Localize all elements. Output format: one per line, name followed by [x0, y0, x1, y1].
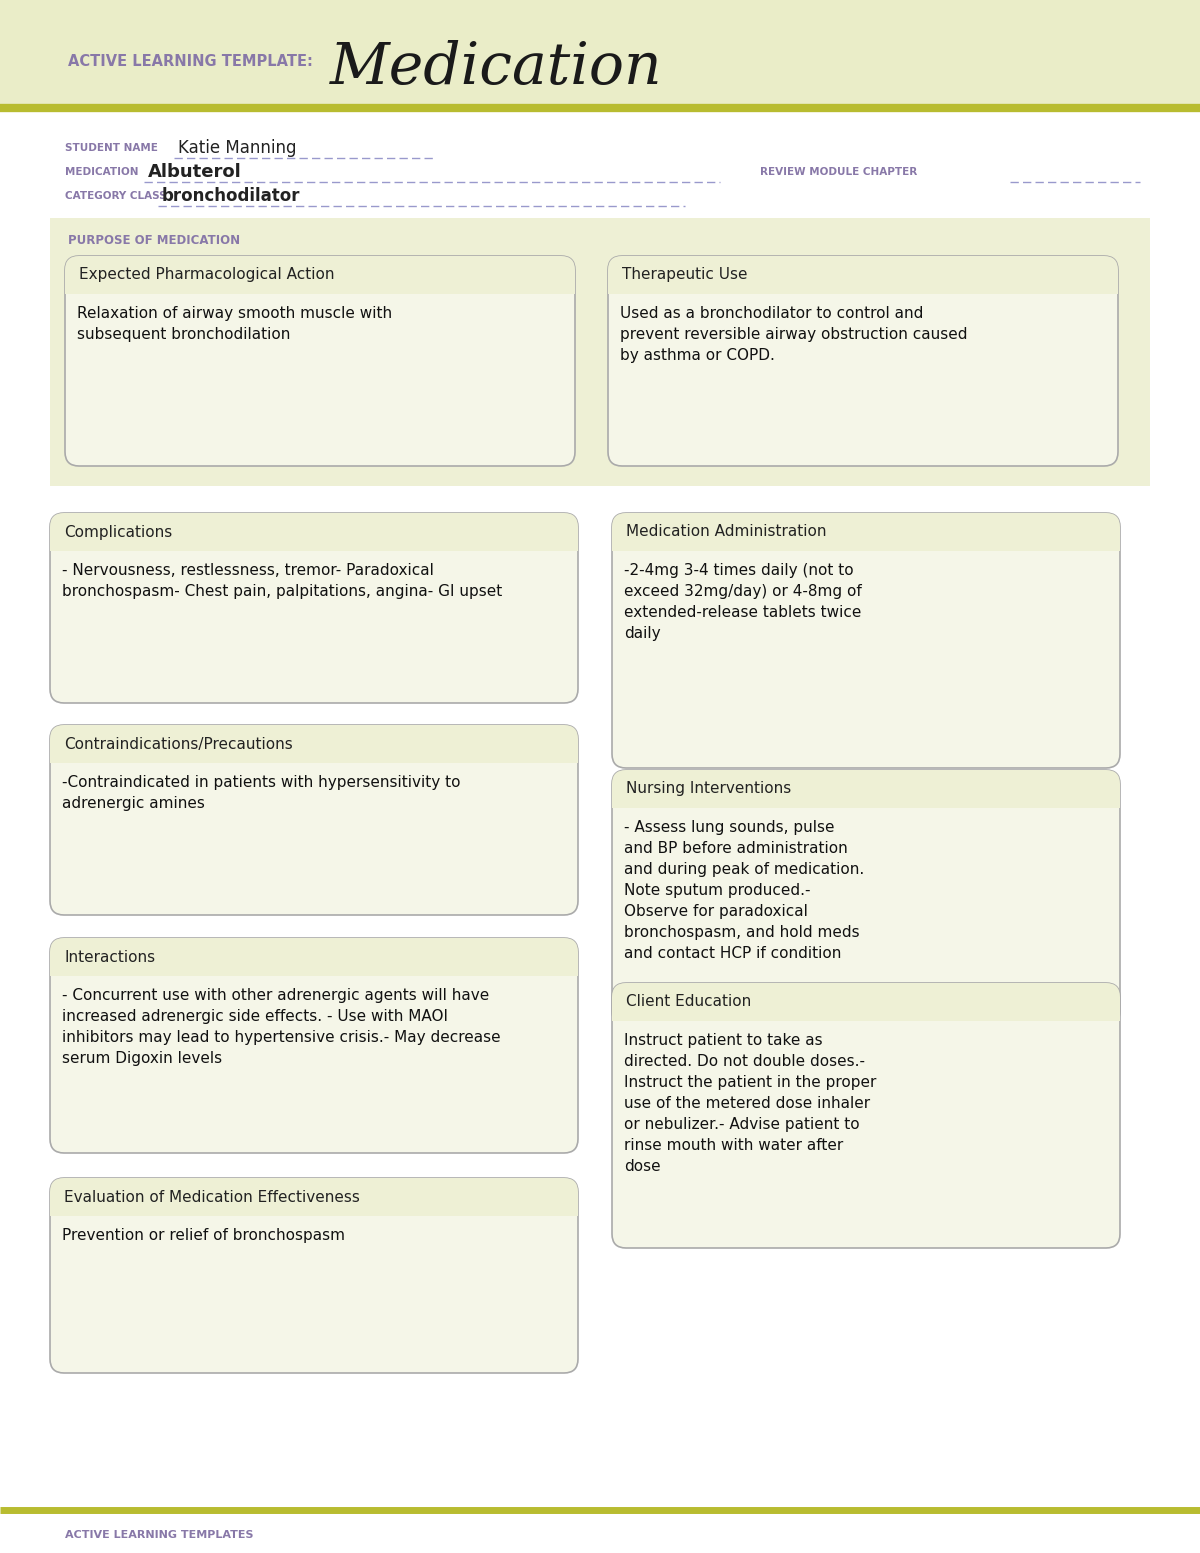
Text: Instruct patient to take as
directed. Do not double doses.-
Instruct the patient: Instruct patient to take as directed. Do… [624, 1033, 876, 1174]
FancyBboxPatch shape [50, 725, 578, 915]
Bar [612, 794, 1120, 808]
Text: Medication: Medication [330, 40, 662, 96]
Bar [612, 537, 1120, 551]
Text: MEDICATION: MEDICATION [65, 168, 138, 177]
Bar [65, 280, 575, 294]
FancyBboxPatch shape [612, 770, 1120, 808]
Bar [608, 280, 1118, 294]
Text: Client Education: Client Education [626, 994, 751, 1009]
Bar [50, 1202, 578, 1216]
Bar [0, 0, 1200, 109]
Text: Prevention or relief of bronchospasm: Prevention or relief of bronchospasm [62, 1228, 346, 1242]
FancyBboxPatch shape [65, 256, 575, 466]
Text: Medication Administration: Medication Administration [626, 525, 827, 539]
FancyBboxPatch shape [50, 938, 578, 975]
FancyBboxPatch shape [65, 256, 575, 294]
Text: REVIEW MODULE CHAPTER: REVIEW MODULE CHAPTER [760, 168, 917, 177]
FancyBboxPatch shape [50, 1179, 578, 1216]
Text: -2-4mg 3-4 times daily (not to
exceed 32mg/day) or 4-8mg of
extended-release tab: -2-4mg 3-4 times daily (not to exceed 32… [624, 564, 862, 641]
Text: - Concurrent use with other adrenergic agents will have
increased adrenergic sid: - Concurrent use with other adrenergic a… [62, 988, 500, 1065]
Text: PURPOSE OF MEDICATION: PURPOSE OF MEDICATION [68, 233, 240, 247]
Text: -Contraindicated in patients with hypersensitivity to
adrenergic amines: -Contraindicated in patients with hypers… [62, 775, 461, 811]
Text: Albuterol: Albuterol [148, 163, 241, 182]
Text: Expected Pharmacological Action: Expected Pharmacological Action [79, 267, 335, 283]
Bar [50, 217, 1150, 486]
Bar [50, 749, 578, 763]
Text: - Nervousness, restlessness, tremor- Paradoxical
bronchospasm- Chest pain, palpi: - Nervousness, restlessness, tremor- Par… [62, 564, 503, 599]
FancyBboxPatch shape [50, 725, 578, 763]
Text: CATEGORY CLASS: CATEGORY CLASS [65, 191, 167, 200]
FancyBboxPatch shape [50, 512, 578, 704]
Text: Evaluation of Medication Effectiveness: Evaluation of Medication Effectiveness [64, 1190, 360, 1205]
Text: STUDENT NAME: STUDENT NAME [65, 143, 158, 154]
Bar [612, 1006, 1120, 1020]
Text: Katie Manning: Katie Manning [178, 140, 296, 157]
FancyBboxPatch shape [50, 512, 578, 551]
FancyBboxPatch shape [50, 938, 578, 1152]
Text: Contraindications/Precautions: Contraindications/Precautions [64, 736, 293, 752]
FancyBboxPatch shape [612, 983, 1120, 1249]
FancyBboxPatch shape [608, 256, 1118, 294]
Text: bronchodilator: bronchodilator [162, 186, 300, 205]
Text: ACTIVE LEARNING TEMPLATE:: ACTIVE LEARNING TEMPLATE: [68, 54, 313, 70]
Bar [50, 537, 578, 551]
Text: Used as a bronchodilator to control and
prevent reversible airway obstruction ca: Used as a bronchodilator to control and … [620, 306, 967, 363]
FancyBboxPatch shape [612, 512, 1120, 769]
FancyBboxPatch shape [612, 512, 1120, 551]
Text: Complications: Complications [64, 525, 173, 539]
FancyBboxPatch shape [612, 983, 1120, 1020]
Text: Relaxation of airway smooth muscle with
subsequent bronchodilation: Relaxation of airway smooth muscle with … [77, 306, 392, 342]
FancyBboxPatch shape [612, 770, 1120, 1025]
Text: Nursing Interventions: Nursing Interventions [626, 781, 791, 797]
Text: ACTIVE LEARNING TEMPLATES: ACTIVE LEARNING TEMPLATES [65, 1530, 253, 1541]
Text: - Assess lung sounds, pulse
and BP before administration
and during peak of medi: - Assess lung sounds, pulse and BP befor… [624, 820, 864, 961]
Text: Therapeutic Use: Therapeutic Use [622, 267, 748, 283]
Text: Interactions: Interactions [64, 949, 155, 964]
FancyBboxPatch shape [608, 256, 1118, 466]
Bar [50, 961, 578, 975]
FancyBboxPatch shape [50, 1179, 578, 1373]
